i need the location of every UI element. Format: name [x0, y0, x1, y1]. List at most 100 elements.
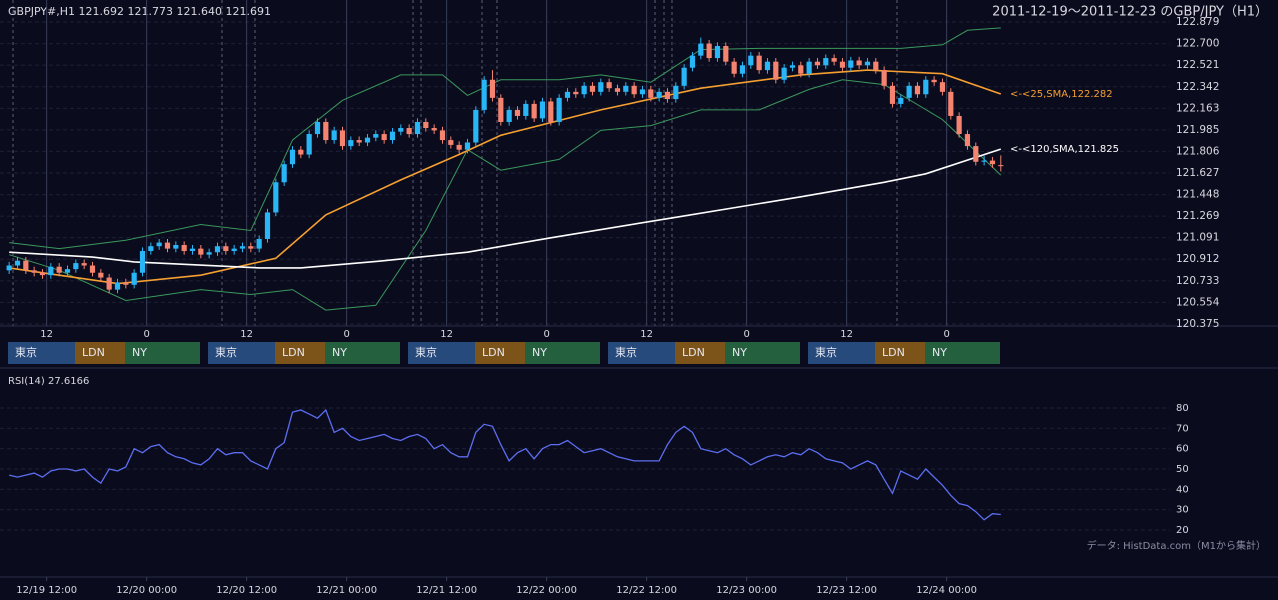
- candle-body: [414, 121, 421, 135]
- candle-body: [823, 58, 829, 66]
- y-tick-label: 122.342: [1176, 81, 1219, 93]
- candle-body: [289, 149, 296, 165]
- candle-body: [356, 140, 362, 143]
- candle-body: [198, 248, 204, 255]
- candle-body: [739, 65, 746, 74]
- candle-body: [331, 130, 337, 141]
- candle-body: [539, 101, 546, 119]
- candle-body: [189, 248, 196, 252]
- candle-body: [306, 134, 312, 155]
- candle-body: [748, 55, 754, 66]
- indicator-line: [9, 148, 1002, 269]
- candle-body: [6, 265, 12, 271]
- session-label: NY: [332, 346, 347, 359]
- session-block: [608, 342, 675, 364]
- candle-body: [856, 60, 862, 66]
- y-tick-label: 121.091: [1176, 232, 1219, 244]
- candle-body: [564, 91, 571, 98]
- candle-body: [406, 128, 412, 135]
- candle-body: [173, 245, 179, 249]
- chart-title: GBPJPY#,H1 121.692 121.773 121.640 121.6…: [8, 5, 271, 18]
- candle-body: [31, 270, 37, 273]
- candle-body: [989, 160, 996, 165]
- candle-body: [473, 109, 479, 143]
- candle-body: [831, 58, 837, 62]
- session-block: [725, 342, 800, 364]
- candle-body: [464, 142, 471, 150]
- candle-body: [514, 109, 521, 116]
- session-label: NY: [132, 346, 147, 359]
- candle-body: [523, 103, 529, 116]
- candle-body: [148, 246, 154, 252]
- candle-body: [239, 246, 246, 249]
- session-label: NY: [732, 346, 747, 359]
- candle-body: [964, 134, 971, 147]
- session-block: [208, 342, 275, 364]
- candle-body: [639, 89, 646, 95]
- candle-body: [181, 245, 187, 252]
- candle-body: [706, 43, 712, 59]
- x-tick-label: 12/21 00:00: [316, 585, 377, 596]
- x-tick-label: 12/24 00:00: [916, 585, 977, 596]
- candle-body: [948, 91, 954, 116]
- session-label: NY: [532, 346, 547, 359]
- candle-body: [531, 103, 537, 119]
- candle-body: [123, 282, 129, 285]
- candle-body: [973, 146, 979, 162]
- x-tick-label: 12: [440, 329, 453, 340]
- session-block: [675, 342, 725, 364]
- candle-body: [248, 246, 254, 249]
- session-block: [125, 342, 200, 364]
- chart-subtitle: 2011-12-19～2011-12-23 のGBP/JPY（H1）: [992, 5, 1268, 20]
- candle-body: [864, 61, 871, 66]
- session-label: 東京: [615, 345, 637, 359]
- y-tick-label: 50: [1176, 464, 1189, 475]
- y-tick-label: 120.912: [1176, 253, 1219, 265]
- candle-body: [423, 121, 429, 129]
- session-block: [875, 342, 925, 364]
- candle-body: [714, 46, 721, 59]
- candle-body: [89, 265, 96, 273]
- session-label: LDN: [882, 346, 905, 359]
- y-tick-label: 121.627: [1176, 167, 1219, 179]
- session-block: [75, 342, 125, 364]
- y-tick-label: 121.806: [1176, 145, 1220, 157]
- candle-body: [614, 88, 621, 92]
- y-tick-label: 122.879: [1176, 16, 1219, 28]
- x-tick-label: 12: [840, 329, 853, 340]
- candle-body: [39, 272, 46, 276]
- session-label: 東京: [215, 345, 237, 359]
- candle-body: [664, 91, 671, 100]
- candle-body: [681, 67, 687, 86]
- candle-body: [581, 85, 587, 95]
- y-tick-label: 121.269: [1176, 210, 1219, 222]
- session-block: [808, 342, 875, 364]
- candle-body: [981, 160, 987, 162]
- session-block: [325, 342, 400, 364]
- candle-body: [139, 251, 146, 273]
- candle-body: [64, 269, 71, 273]
- candle-body: [881, 70, 887, 86]
- candle-body: [556, 97, 562, 122]
- candle-body: [673, 85, 679, 100]
- candle-body: [731, 61, 737, 74]
- candle-body: [764, 61, 771, 71]
- candle-body: [798, 65, 804, 74]
- x-tick-label: 12/22 12:00: [616, 585, 677, 596]
- candle-body: [231, 248, 237, 252]
- candle-body: [723, 46, 729, 62]
- candle-body: [814, 61, 821, 66]
- rsi-line: [9, 408, 1001, 521]
- session-label: 東京: [15, 345, 37, 359]
- candle-body: [314, 121, 321, 135]
- candle-body: [448, 140, 454, 145]
- y-tick-label: 120.733: [1176, 275, 1219, 287]
- candle-body: [548, 101, 554, 122]
- candle-body: [348, 140, 354, 147]
- candle-body: [789, 65, 796, 68]
- candle-body: [481, 79, 487, 110]
- x-tick-label: 12/20 00:00: [116, 585, 177, 596]
- session-label: NY: [932, 346, 947, 359]
- candle-body: [214, 246, 221, 253]
